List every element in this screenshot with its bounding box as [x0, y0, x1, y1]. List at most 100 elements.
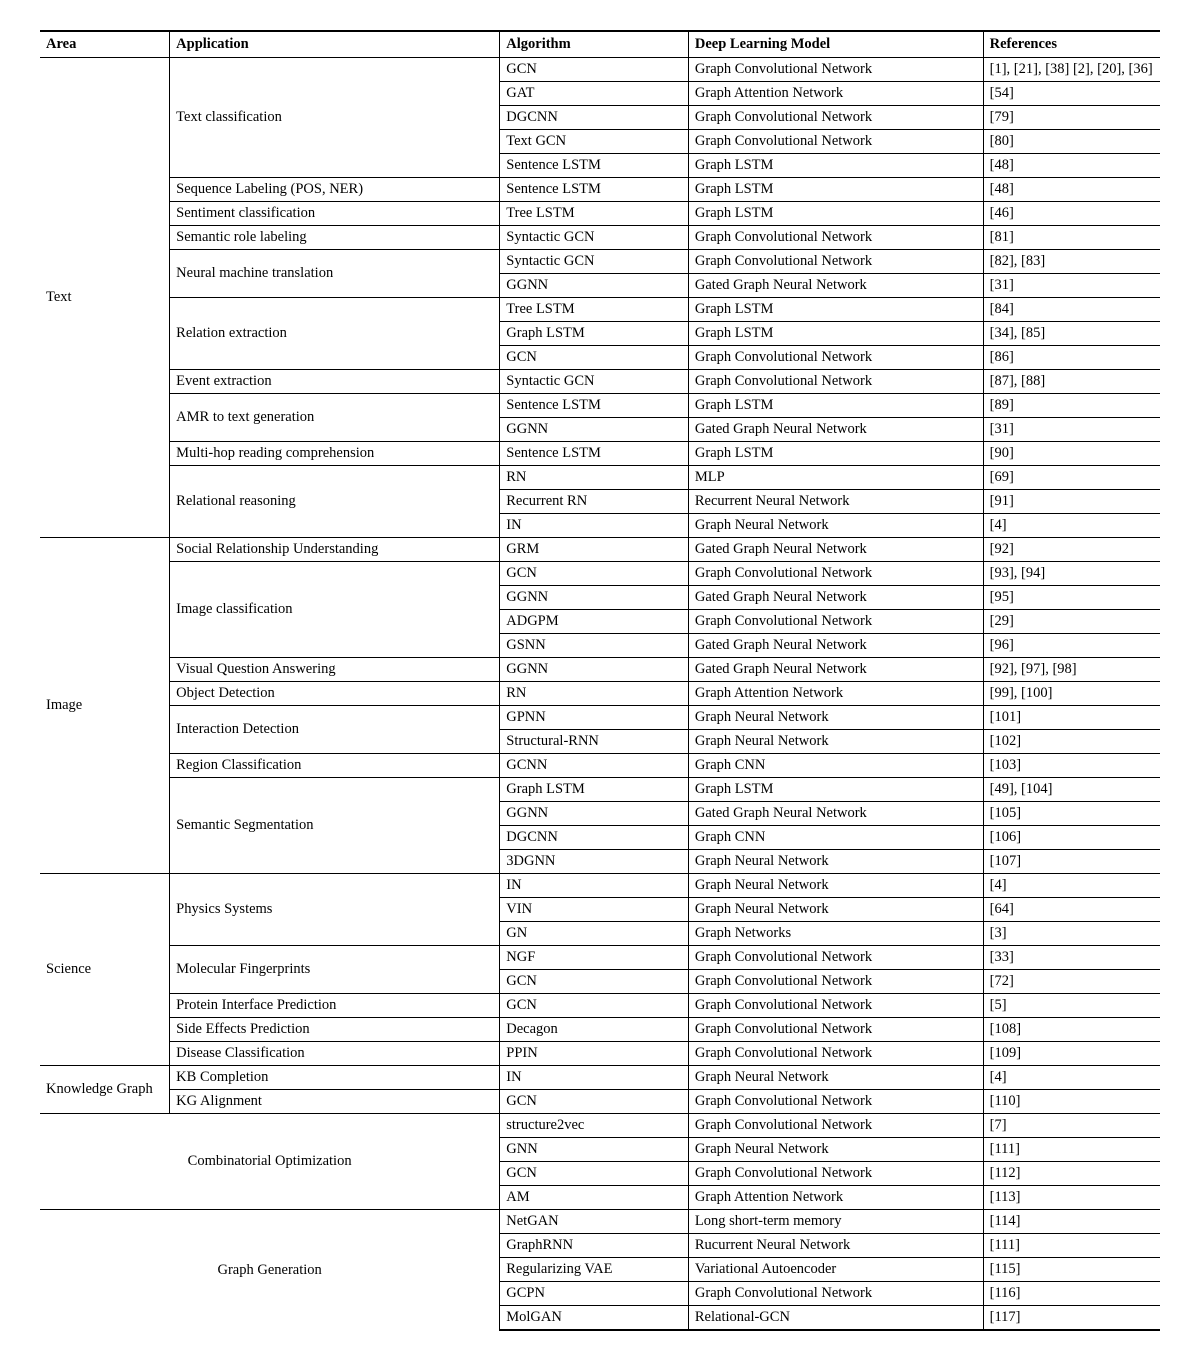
cell-algorithm: GCN — [500, 58, 689, 82]
cell-references: [108] — [983, 1018, 1160, 1042]
cell-model: Graph Neural Network — [688, 706, 983, 730]
cell-references: [92], [97], [98] — [983, 658, 1160, 682]
cell-model: Graph Networks — [688, 922, 983, 946]
cell-application: Social Relationship Understanding — [170, 538, 500, 562]
cell-algorithm: GGNN — [500, 658, 689, 682]
cell-model: Graph LSTM — [688, 778, 983, 802]
table-row: Event extractionSyntactic GCNGraph Convo… — [40, 370, 1160, 394]
cell-references: [113] — [983, 1186, 1160, 1210]
cell-area-app-merged: Graph Generation — [40, 1210, 500, 1331]
cell-application: Physics Systems — [170, 874, 500, 946]
cell-algorithm: GN — [500, 922, 689, 946]
cell-model: Graph Neural Network — [688, 874, 983, 898]
table-row: KG AlignmentGCNGraph Convolutional Netwo… — [40, 1090, 1160, 1114]
cell-model: Gated Graph Neural Network — [688, 586, 983, 610]
cell-references: [105] — [983, 802, 1160, 826]
cell-references: [4] — [983, 514, 1160, 538]
cell-algorithm: Sentence LSTM — [500, 442, 689, 466]
col-header-model: Deep Learning Model — [688, 31, 983, 58]
table-row: Disease ClassificationPPINGraph Convolut… — [40, 1042, 1160, 1066]
cell-references: [34], [85] — [983, 322, 1160, 346]
cell-algorithm: Tree LSTM — [500, 298, 689, 322]
table-row: Molecular FingerprintsNGFGraph Convoluti… — [40, 946, 1160, 970]
cell-references: [93], [94] — [983, 562, 1160, 586]
cell-algorithm: GGNN — [500, 274, 689, 298]
table-row: Side Effects PredictionDecagonGraph Conv… — [40, 1018, 1160, 1042]
cell-references: [89] — [983, 394, 1160, 418]
cell-algorithm: Sentence LSTM — [500, 154, 689, 178]
cell-algorithm: GCPN — [500, 1282, 689, 1306]
cell-model: Graph Convolutional Network — [688, 346, 983, 370]
cell-references: [49], [104] — [983, 778, 1160, 802]
cell-references: [46] — [983, 202, 1160, 226]
cell-references: [107] — [983, 850, 1160, 874]
col-header-algorithm: Algorithm — [500, 31, 689, 58]
cell-application: Disease Classification — [170, 1042, 500, 1066]
cell-model: Graph Convolutional Network — [688, 1042, 983, 1066]
cell-algorithm: DGCNN — [500, 826, 689, 850]
cell-model: Graph LSTM — [688, 178, 983, 202]
cell-algorithm: Syntactic GCN — [500, 250, 689, 274]
cell-algorithm: NetGAN — [500, 1210, 689, 1234]
cell-application: Semantic Segmentation — [170, 778, 500, 874]
table-row: Interaction DetectionGPNNGraph Neural Ne… — [40, 706, 1160, 730]
cell-model: Gated Graph Neural Network — [688, 274, 983, 298]
col-header-application: Application — [170, 31, 500, 58]
cell-algorithm: Text GCN — [500, 130, 689, 154]
cell-application: Text classification — [170, 58, 500, 178]
cell-algorithm: GCN — [500, 994, 689, 1018]
cell-references: [117] — [983, 1306, 1160, 1331]
table-row: Combinatorial Optimizationstructure2vecG… — [40, 1114, 1160, 1138]
cell-model: Graph Attention Network — [688, 1186, 983, 1210]
cell-algorithm: GCNN — [500, 754, 689, 778]
cell-references: [92] — [983, 538, 1160, 562]
cell-references: [111] — [983, 1138, 1160, 1162]
cell-algorithm: GNN — [500, 1138, 689, 1162]
cell-references: [3] — [983, 922, 1160, 946]
cell-application: AMR to text generation — [170, 394, 500, 442]
cell-algorithm: IN — [500, 1066, 689, 1090]
col-header-area: Area — [40, 31, 170, 58]
cell-algorithm: ADGPM — [500, 610, 689, 634]
cell-algorithm: Graph LSTM — [500, 778, 689, 802]
cell-references: [116] — [983, 1282, 1160, 1306]
table-row: Object DetectionRNGraph Attention Networ… — [40, 682, 1160, 706]
table-row: Multi-hop reading comprehensionSentence … — [40, 442, 1160, 466]
cell-model: Graph LSTM — [688, 322, 983, 346]
cell-application: Protein Interface Prediction — [170, 994, 500, 1018]
cell-application: Sequence Labeling (POS, NER) — [170, 178, 500, 202]
table-row: Graph GenerationNetGANLong short-term me… — [40, 1210, 1160, 1234]
cell-algorithm: Graph LSTM — [500, 322, 689, 346]
cell-model: MLP — [688, 466, 983, 490]
cell-algorithm: GAT — [500, 82, 689, 106]
cell-references: [90] — [983, 442, 1160, 466]
cell-references: [48] — [983, 154, 1160, 178]
cell-algorithm: Tree LSTM — [500, 202, 689, 226]
cell-model: Relational-GCN — [688, 1306, 983, 1331]
cell-algorithm: GCN — [500, 562, 689, 586]
cell-references: [95] — [983, 586, 1160, 610]
table-row: Visual Question AnsweringGGNNGated Graph… — [40, 658, 1160, 682]
cell-algorithm: IN — [500, 874, 689, 898]
cell-algorithm: GRM — [500, 538, 689, 562]
cell-model: Graph Convolutional Network — [688, 1162, 983, 1186]
cell-application: Visual Question Answering — [170, 658, 500, 682]
cell-algorithm: GPNN — [500, 706, 689, 730]
cell-model: Gated Graph Neural Network — [688, 634, 983, 658]
cell-model: Graph Convolutional Network — [688, 106, 983, 130]
cell-references: [112] — [983, 1162, 1160, 1186]
cell-area: Knowledge Graph — [40, 1066, 170, 1114]
cell-algorithm: RN — [500, 466, 689, 490]
cell-algorithm: Syntactic GCN — [500, 370, 689, 394]
cell-references: [111] — [983, 1234, 1160, 1258]
cell-algorithm: MolGAN — [500, 1306, 689, 1331]
cell-references: [64] — [983, 898, 1160, 922]
cell-model: Recurrent Neural Network — [688, 490, 983, 514]
cell-application: Multi-hop reading comprehension — [170, 442, 500, 466]
cell-model: Gated Graph Neural Network — [688, 418, 983, 442]
cell-references: [69] — [983, 466, 1160, 490]
cell-application: Neural machine translation — [170, 250, 500, 298]
cell-model: Rucurrent Neural Network — [688, 1234, 983, 1258]
cell-model: Graph Neural Network — [688, 850, 983, 874]
cell-algorithm: GCN — [500, 1162, 689, 1186]
